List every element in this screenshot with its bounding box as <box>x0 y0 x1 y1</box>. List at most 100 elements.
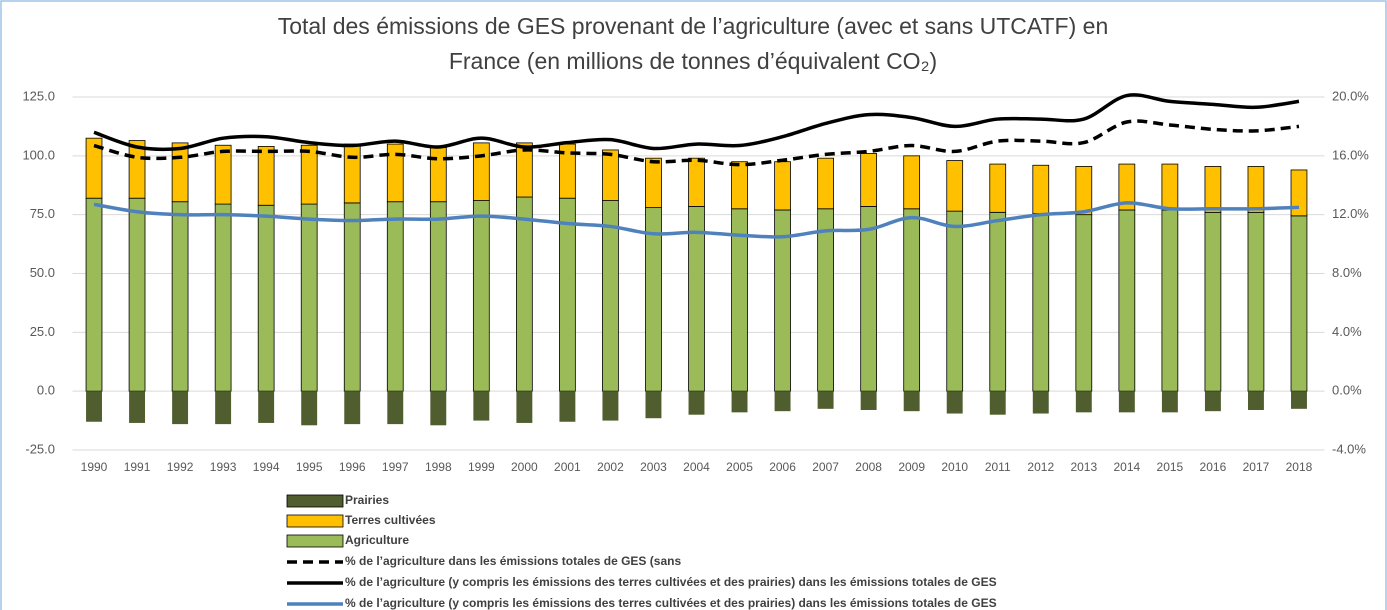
bar-segment <box>257 204 275 392</box>
bar-segment <box>903 155 921 210</box>
y-tick-label: -25.0 <box>25 441 55 456</box>
bar-segment <box>645 157 662 209</box>
bar-segment <box>215 391 232 425</box>
bar-segment <box>860 391 877 410</box>
bar-segment <box>1161 209 1179 392</box>
bar-segment <box>1075 391 1092 413</box>
bar-segment <box>860 153 877 207</box>
legend-swatch <box>286 514 344 528</box>
bar-segment <box>472 142 490 201</box>
x-tick-label: 2000 <box>511 460 538 474</box>
bar-segment <box>860 206 877 392</box>
y-tick-label: 50.0 <box>30 265 55 280</box>
x-tick-label: 2018 <box>1286 460 1313 474</box>
y-tick-label: 25.0 <box>30 324 55 339</box>
bar-segment <box>171 201 189 392</box>
line-series <box>93 93 1300 152</box>
bar-segment <box>128 197 146 392</box>
x-tick-label: 2007 <box>812 460 839 474</box>
legend-label: % de l’agriculture (y compris les émissi… <box>345 596 997 610</box>
legend-label: % de l’agriculture dans les émissions to… <box>345 554 681 568</box>
bar-segment <box>1075 214 1093 392</box>
legend-swatch <box>286 534 344 548</box>
x-tick-label: 1991 <box>124 460 151 474</box>
line-series <box>93 119 1300 167</box>
legend-swatch <box>286 494 344 508</box>
bar-segment <box>386 201 404 392</box>
chart-title: France (en millions de tonnes d’équivale… <box>449 48 937 74</box>
bar-segment <box>903 391 920 412</box>
x-tick-label: 2006 <box>769 460 796 474</box>
y-tick-label: 0.0 <box>37 383 55 398</box>
x-tick-label: 1996 <box>339 460 366 474</box>
bar-segment <box>171 142 189 203</box>
line-series <box>93 201 1300 239</box>
bar-segment <box>472 200 490 392</box>
legend-label: % de l’agriculture (y compris les émissi… <box>345 575 997 589</box>
bar-segment <box>774 161 791 211</box>
y2-tick-label: 16.0% <box>1332 147 1369 162</box>
bar-segment <box>300 203 318 392</box>
x-tick-label: 2009 <box>898 460 925 474</box>
bar-segment <box>1161 391 1178 413</box>
bar-segment <box>86 391 102 422</box>
bar-segment <box>903 208 921 392</box>
x-tick-label: 2011 <box>985 460 1011 474</box>
y-tick-label: 100.0 <box>22 147 55 162</box>
bar-segment <box>602 149 619 201</box>
bar-segment <box>214 203 232 392</box>
bar-segment <box>645 391 662 419</box>
bar-segment <box>817 157 834 210</box>
bar-segment <box>731 391 748 413</box>
x-tick-label: 1992 <box>167 460 194 474</box>
bar-segment <box>214 144 232 205</box>
bar-segment <box>429 201 447 392</box>
y-tick-label: 75.0 <box>30 206 55 221</box>
bar-segment <box>386 143 404 203</box>
bar-segment <box>946 210 964 392</box>
bar-segment <box>387 391 404 425</box>
x-tick-label: 2005 <box>726 460 753 474</box>
bar-segment <box>1247 391 1264 410</box>
x-tick-label: 2014 <box>1113 460 1140 474</box>
x-tick-label: 2013 <box>1070 460 1097 474</box>
bar-segment <box>343 143 361 204</box>
y2-tick-label: 8.0% <box>1332 265 1362 280</box>
x-tick-label: 1998 <box>425 460 452 474</box>
bar-segment <box>129 391 146 423</box>
bar-segment <box>473 391 490 421</box>
bar-segment <box>559 197 576 392</box>
bar-segment <box>688 157 705 207</box>
bar-segment <box>946 391 963 414</box>
bar-segment <box>1075 166 1093 216</box>
bar-segment <box>301 391 318 426</box>
x-tick-label: 2017 <box>1243 460 1270 474</box>
bar-segment <box>172 391 189 425</box>
bar-segment <box>1204 166 1222 213</box>
x-tick-label: 2010 <box>941 460 968 474</box>
legend-label: Prairies <box>345 493 389 507</box>
x-tick-label: 2016 <box>1200 460 1227 474</box>
y-tick-label: 125.0 <box>22 88 55 103</box>
bar-segment <box>774 391 791 412</box>
bar-segment <box>1118 163 1136 211</box>
bar-segment <box>602 200 619 392</box>
x-tick-label: 1993 <box>210 460 237 474</box>
bar-segment <box>989 163 1007 213</box>
x-tick-label: 2003 <box>640 460 667 474</box>
y2-tick-label: 12.0% <box>1332 206 1369 221</box>
bar-segment <box>1161 163 1179 211</box>
bar-segment <box>85 137 103 199</box>
x-tick-label: 1990 <box>81 460 108 474</box>
x-tick-label: 1999 <box>468 460 495 474</box>
x-tick-label: 2015 <box>1157 460 1184 474</box>
x-tick-label: 2002 <box>597 460 624 474</box>
bar-segment <box>946 160 964 212</box>
bar-segment <box>1204 391 1221 412</box>
bar-segment <box>258 391 275 423</box>
bar-segment <box>989 211 1007 392</box>
bar-segment <box>516 391 533 423</box>
bar-segment <box>1204 211 1222 392</box>
bar-segment <box>559 391 576 422</box>
